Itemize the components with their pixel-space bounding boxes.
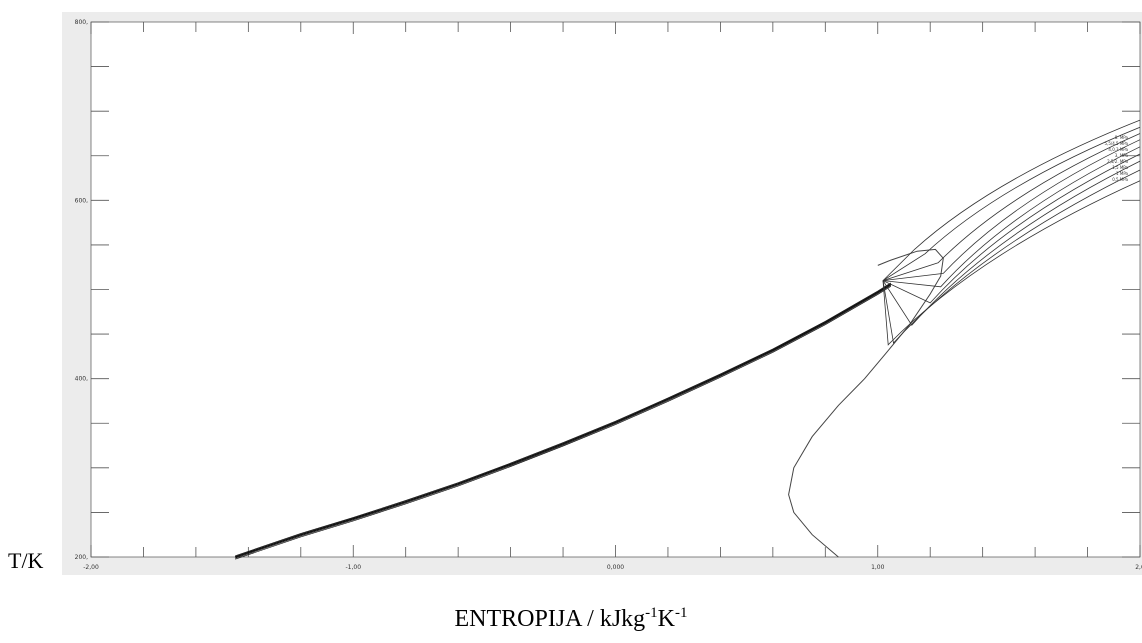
isobar-line (882, 133, 1141, 281)
isobar-line (882, 180, 1141, 346)
y-tick-label: 400, (75, 376, 88, 383)
isobar-label: 1 MPa (1116, 171, 1129, 176)
x-axis-title: ENTROPIJA / kJkg-1K-1 (0, 605, 1142, 633)
liquid-isobar-line (234, 283, 892, 558)
ticks-layer (90, 21, 1141, 558)
labels-layer: -2,00 -1,00 0,000 1,00 2,0 200, 400, 600, 800, 8.… (75, 19, 1142, 571)
isobar-line (882, 169, 1141, 344)
isobar-label: 4,0.3 MPa (1108, 147, 1128, 152)
liquid-isobar-line (235, 285, 892, 559)
ts-diagram: -2,00 -1,00 0,000 1,00 2,0 200, 400, 600, 800, 8.… (75, 19, 1142, 571)
isobar-label: 0,5 MPa (1112, 177, 1128, 182)
liquid-isobar-line (235, 282, 892, 557)
isobar-label: 1,5 MPa (1112, 165, 1128, 170)
isobar-label: 8. MPa (1115, 135, 1129, 140)
isobar-line (882, 119, 1141, 281)
x-tick-label: -1,00 (345, 564, 361, 571)
isobar-line (882, 126, 1141, 281)
x-tick-label: 1,00 (871, 564, 885, 571)
isobar-line (882, 153, 1141, 304)
x-tick-label: 0,000 (607, 564, 624, 571)
y-tick-label: 600, (75, 197, 88, 204)
liquid-isobar-line (235, 286, 892, 560)
x-axis-title-mid: K (657, 606, 676, 632)
y-tick-label: 800, (75, 19, 88, 26)
x-tick-label: -2,00 (83, 564, 99, 571)
x-axis-title-exp1: -1 (645, 605, 658, 621)
x-tick-label: 2,0 (1135, 564, 1142, 571)
plot-area (90, 21, 1141, 558)
y-tick-label: 200, (75, 554, 88, 561)
isobar-line (882, 139, 1141, 281)
isobar-line (882, 146, 1141, 288)
isobar-label: 3, MPa (1115, 153, 1129, 158)
x-axis-title-exp2: -1 (675, 605, 688, 621)
chart-frame: -2,00 -1,00 0,000 1,00 2,0 200, 400, 600, 800, 8.… (62, 12, 1142, 575)
isobar-label: 2,5/2. MPa (1107, 159, 1128, 164)
isobar-label: 5,5/4,5 MPa (1105, 141, 1129, 146)
x-axis-title-main: ENTROPIJA / kJkg (454, 606, 646, 632)
curves-layer (234, 119, 1141, 560)
y-axis-title: T/K (8, 548, 44, 573)
